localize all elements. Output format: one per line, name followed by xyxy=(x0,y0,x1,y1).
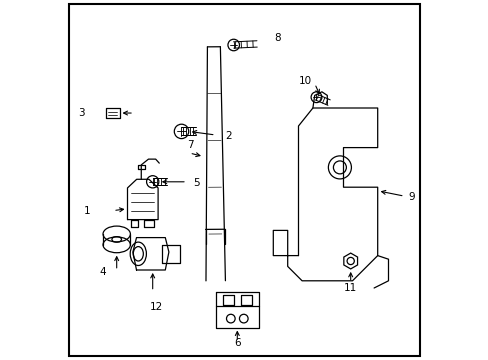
Text: 10: 10 xyxy=(298,76,311,86)
Text: 5: 5 xyxy=(193,178,200,188)
Text: 8: 8 xyxy=(274,33,281,43)
Text: 9: 9 xyxy=(407,192,414,202)
Text: 4: 4 xyxy=(99,267,105,277)
Text: 7: 7 xyxy=(186,140,193,150)
Text: 1: 1 xyxy=(83,206,90,216)
Text: 11: 11 xyxy=(344,283,357,293)
Text: 12: 12 xyxy=(149,302,163,312)
Text: 2: 2 xyxy=(225,131,232,141)
Text: 6: 6 xyxy=(234,338,240,348)
Text: 3: 3 xyxy=(78,108,84,118)
